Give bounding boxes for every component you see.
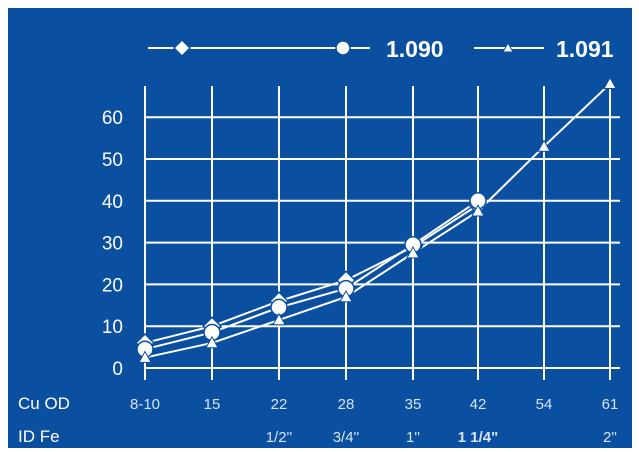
x-tick-label: 22 — [271, 396, 288, 413]
legend-label-1091: 1.091 — [556, 36, 614, 62]
series-line-triangle — [144, 83, 611, 359]
y-tick-label: 0 — [112, 359, 123, 380]
x-tick-label-id: 3/4'' — [333, 429, 360, 446]
x-tick-label: 15 — [204, 396, 221, 413]
chart-grid — [144, 86, 620, 380]
x-tick-label-id: 2'' — [603, 429, 617, 446]
triangle-marker — [339, 289, 353, 303]
x-tick-label: 42 — [470, 396, 487, 413]
series-markers — [134, 76, 617, 363]
y-tick-label: 20 — [102, 275, 123, 296]
x-tick-label: 61 — [602, 396, 619, 413]
x-tick-label: 28 — [338, 396, 355, 413]
x-tick-label-id: 1/2'' — [266, 429, 293, 446]
row-label-id-fe: ID Fe — [18, 427, 60, 446]
y-tick-label: 10 — [102, 317, 123, 338]
triangle-marker — [406, 246, 420, 259]
triangle-marker — [537, 139, 551, 152]
x-tick-label-id: 1 1/4" — [458, 429, 498, 446]
legend-label-1090: 1.090 — [386, 36, 444, 62]
x-axis-row-id-fe: ID Fe 1/2'' 3/4'' 1'' 1 1/4" 2'' — [18, 427, 617, 446]
series-line-circle — [144, 199, 479, 351]
triangle-marker — [502, 41, 514, 53]
triangle-marker — [138, 350, 152, 363]
line-chart: 0 10 20 30 40 50 60 Cu OD 8-10 15 22 28 35 42 54 61 ID… — [18, 36, 620, 446]
series-lines — [144, 83, 611, 359]
triangle-marker — [471, 204, 485, 217]
row-label-cu-od: Cu OD — [18, 394, 70, 413]
x-tick-label: 54 — [536, 396, 553, 413]
chart-legend: 1.090 1.091 — [148, 36, 614, 62]
y-tick-label: 40 — [102, 192, 123, 213]
series-line-diamond — [144, 204, 479, 344]
x-tick-label: 8-10 — [130, 396, 160, 413]
triangle-marker — [205, 335, 219, 349]
x-tick-label-id: 1'' — [406, 429, 420, 446]
x-axis-row-cu-od: Cu OD 8-10 15 22 28 35 42 54 61 — [18, 394, 618, 413]
chart-panel: 0 10 20 30 40 50 60 Cu OD 8-10 15 22 28 35 42 54 61 ID… — [8, 8, 632, 448]
y-axis-ticks: 0 10 20 30 40 50 60 — [102, 108, 123, 380]
triangle-marker — [603, 76, 617, 90]
y-tick-label: 50 — [102, 150, 123, 171]
x-tick-label: 35 — [405, 396, 422, 413]
y-tick-label: 30 — [102, 234, 123, 255]
triangle-marker — [272, 312, 286, 326]
y-tick-label: 60 — [102, 108, 123, 129]
circle-marker — [335, 40, 351, 56]
diamond-marker — [172, 38, 192, 58]
